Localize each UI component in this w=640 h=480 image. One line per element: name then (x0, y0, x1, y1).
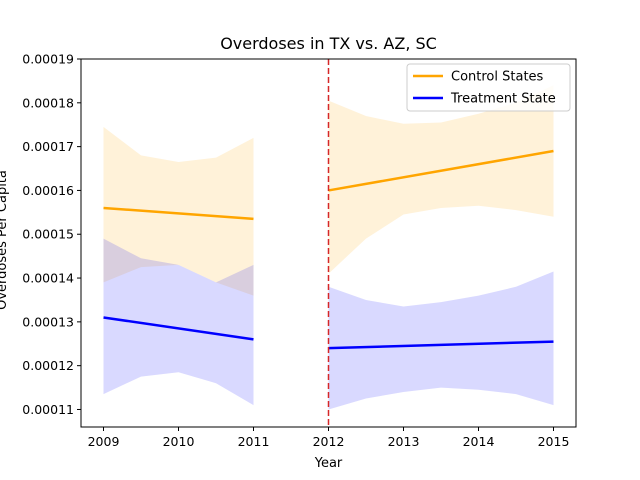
line-series-0-segment-1 (328, 149, 554, 192)
x-tick-label: 2015 (538, 434, 570, 449)
y-tick-label: 0.00019 (22, 52, 74, 67)
x-tick-label: 2013 (388, 434, 420, 449)
x-axis-title: Year (314, 456, 343, 471)
chart-title: Overdoses in TX vs. AZ, SC (220, 34, 437, 53)
legend-label: Control States (451, 70, 544, 85)
x-tick-label: 2011 (238, 434, 270, 449)
x-tick-label: 2010 (163, 434, 195, 449)
band-series-1-segment-0 (103, 238, 254, 406)
line-series-1-segment-0 (103, 316, 254, 341)
y-tick-label: 0.00016 (22, 183, 74, 198)
y-tick-label: 0.00017 (22, 139, 74, 154)
confidence-bands (103, 85, 554, 410)
band-series-0-segment-0 (103, 126, 254, 296)
series-lines (103, 149, 554, 350)
legend-label: Treatment State (450, 92, 556, 107)
band-series-0-segment-1 (328, 85, 554, 274)
line-series-0-segment-0 (103, 206, 254, 221)
y-axis-ticks: 0.00011 0.00012 0.00013 0.00014 0.00015 0.000… (22, 52, 81, 417)
legend-box (406, 63, 571, 112)
y-tick-label: 0.00015 (22, 227, 74, 242)
band-series-1-segment-1 (328, 271, 554, 410)
x-tick-label: 2012 (313, 434, 345, 449)
x-tick-label: 2009 (88, 434, 120, 449)
y-tick-label: 0.00018 (22, 95, 74, 110)
y-tick-label: 0.00014 (22, 271, 74, 286)
y-axis-title: Overdoses Per Capita (0, 170, 10, 310)
x-tick-label: 2014 (463, 434, 495, 449)
y-tick-label: 0.00013 (22, 314, 74, 329)
y-tick-label: 0.00011 (22, 402, 74, 417)
legend: Control States Treatment State (406, 63, 571, 112)
line-series-1-segment-1 (328, 340, 554, 350)
y-tick-label: 0.00012 (22, 358, 74, 373)
x-axis-ticks: 2009 2010 2011 2012 2013 2014 2015 (88, 427, 570, 449)
